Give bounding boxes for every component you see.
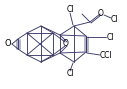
Text: Cl: Cl [66,70,74,78]
Text: O: O [98,10,104,19]
Text: CCl: CCl [100,52,112,61]
Text: Cl: Cl [110,15,118,23]
Text: O: O [63,40,69,49]
Text: O: O [5,40,11,49]
Text: Cl: Cl [106,32,114,41]
Text: Cl: Cl [66,6,74,15]
